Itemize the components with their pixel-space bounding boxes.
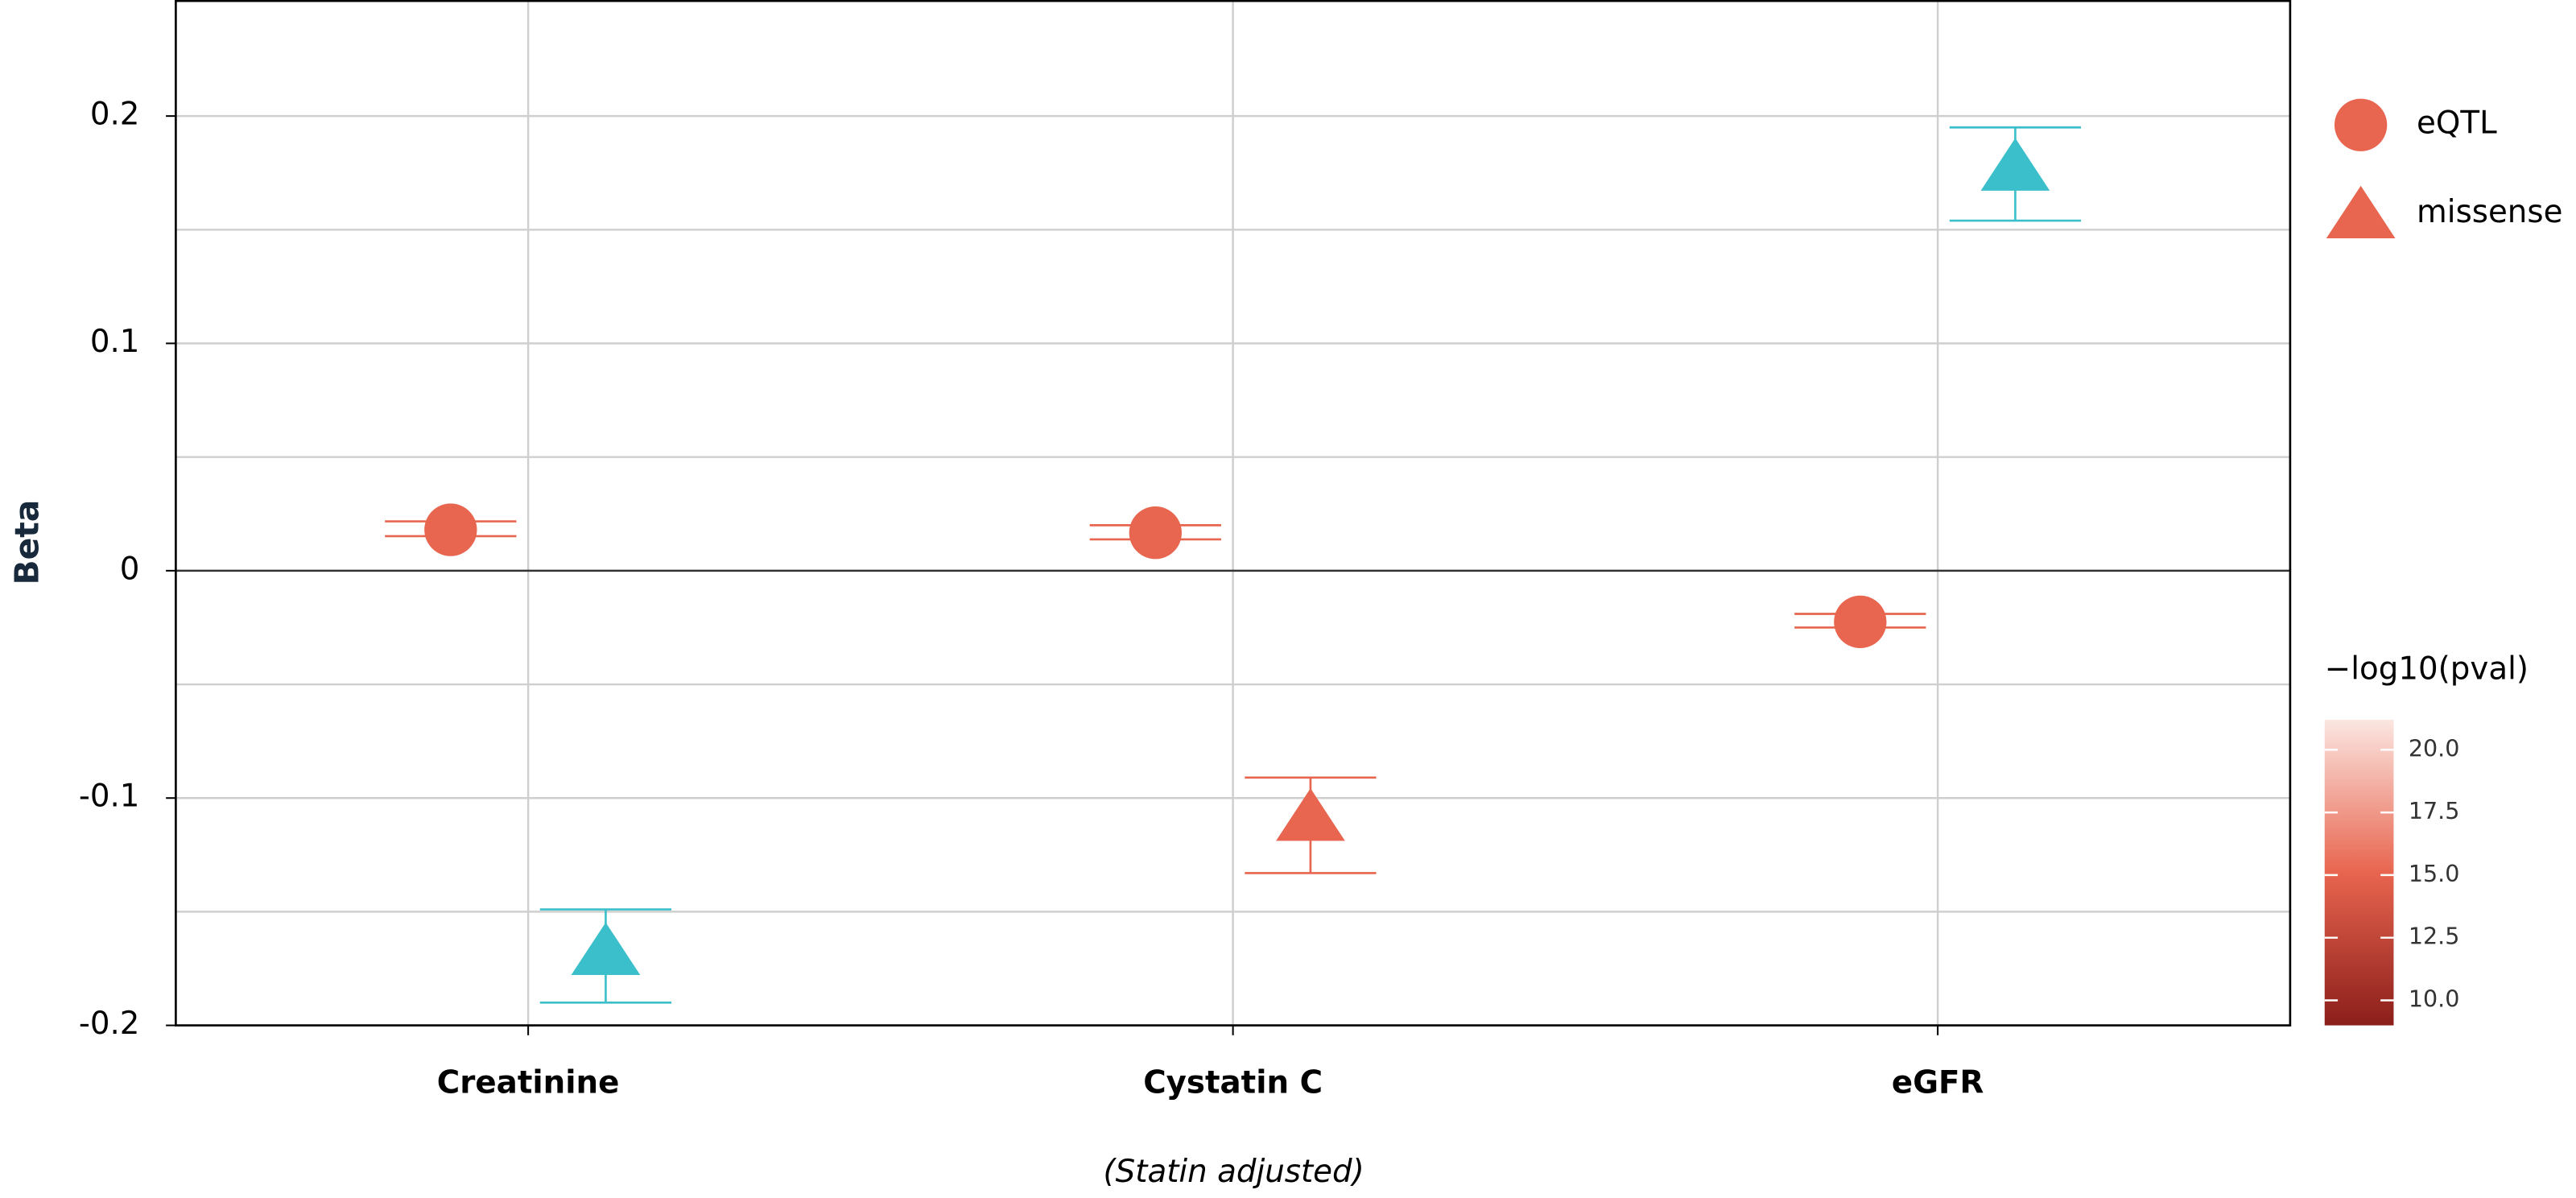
point bbox=[1276, 788, 1345, 841]
colorbar-tick-label: 20.0 bbox=[2409, 734, 2460, 762]
colorbar-title: −log10(pval) bbox=[2325, 651, 2529, 687]
y-tick-label: -0.2 bbox=[79, 1006, 140, 1042]
x-tick-label: Creatinine bbox=[437, 1065, 620, 1101]
y-tick-label: 0.1 bbox=[90, 324, 140, 360]
colorbar-tick-label: 17.5 bbox=[2409, 797, 2460, 824]
x-tick-label: eGFR bbox=[1892, 1065, 1984, 1101]
point bbox=[571, 922, 641, 976]
colorbar-tick-label: 12.5 bbox=[2409, 923, 2460, 950]
x-axis-label: (Statin adjusted) bbox=[1104, 1154, 1364, 1190]
point bbox=[1980, 138, 2050, 191]
legend-label: eQTL bbox=[2417, 105, 2497, 142]
y-axis-label: Beta bbox=[8, 500, 47, 585]
colorbar bbox=[2324, 720, 2394, 1026]
y-tick-label: -0.1 bbox=[79, 779, 140, 815]
legend-label: missense bbox=[2417, 194, 2562, 230]
x-tick-label: Cystatin C bbox=[1143, 1065, 1323, 1101]
point bbox=[1129, 506, 1182, 560]
colorbar-tick-label: 15.0 bbox=[2409, 860, 2460, 887]
legend-symbol bbox=[2326, 185, 2396, 239]
point bbox=[424, 503, 477, 556]
legend-symbol bbox=[2334, 98, 2388, 151]
y-tick-label: 0 bbox=[120, 551, 140, 587]
point bbox=[1834, 595, 1887, 649]
y-tick-label: 0.2 bbox=[90, 97, 140, 133]
colorbar-tick-label: 10.0 bbox=[2409, 985, 2460, 1012]
